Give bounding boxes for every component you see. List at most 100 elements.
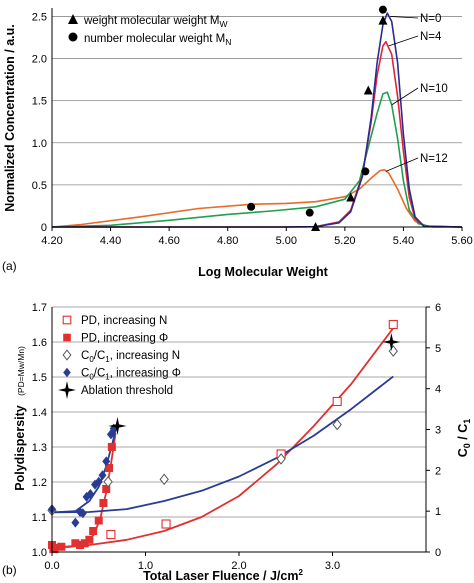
panel-b-data-point (105, 464, 114, 472)
panel-b-y2-tick-label: 2 (435, 465, 441, 477)
panel-b-axes (51, 306, 430, 556)
panel-a-legend-number-label: number molecular weight M (84, 33, 225, 45)
panel-b-legend-label: PD, increasing Φ (81, 333, 168, 345)
panel-a-legend-item-weight: weight molecular weight MW (68, 14, 228, 29)
panel-b-data-point (161, 519, 171, 529)
panel-a-legend-weight-subscript: W (220, 19, 228, 29)
panel-a-tick-labels: 0 0.5 1.0 1.5 2.0 2.5 4.20 4.40 4.60 4.80 5.00 5.20… (32, 11, 473, 247)
panel-a-x-tick-label: 5.40 (393, 235, 414, 247)
panel-b-y-tick-label: 1.7 (32, 302, 47, 314)
ablation-threshold-star-icon (108, 417, 127, 435)
panel-b-data-point (80, 539, 89, 548)
panel-b-y-axis-title: Polydispersity (PD=Mw/Mn) (13, 346, 27, 491)
panel-b-data-point (102, 456, 111, 467)
panel-a-weight-mw-marker (346, 192, 356, 202)
panel-a-axes (51, 8, 463, 231)
panel-b-data-point (332, 418, 342, 431)
panel-b-data-point (106, 529, 116, 540)
panel-b-data-point (89, 527, 98, 535)
panel-b-data-point (85, 535, 94, 544)
panel-a-x-tick-label: 5.20 (334, 235, 355, 247)
panel-b-data-point (76, 541, 85, 549)
panel-a-y-tick-label: 0.5 (32, 180, 47, 192)
panel-b-y2-tick-label: 4 (435, 384, 441, 396)
panel-b-y2-axis-title: C0 / C1 (456, 419, 472, 458)
panel-b-y-axis-title-formula: (PD=Mw/Mn) (16, 346, 26, 396)
open-square-icon (62, 315, 72, 325)
panel-a-series-lines (51, 12, 463, 228)
panel-b-x-tick-label: 3.0 (325, 560, 340, 572)
panel-a-series-line-n0 (52, 12, 463, 228)
panel-b-data-point (276, 453, 286, 465)
panel-b-x-tick-label: 0.0 (44, 560, 59, 572)
panel-a-number-mw-marker (305, 208, 314, 217)
panel-a-x-tick-label: 4.20 (41, 235, 62, 247)
panel-b-x-tick-label: 1.0 (138, 560, 153, 572)
panel-a-line-label: N=0 (420, 13, 441, 25)
panel-a-leader-line (388, 35, 419, 47)
panel-a-x-tick-label: 4.80 (217, 235, 238, 247)
panel-a-number-mw-marker (378, 5, 387, 14)
filled-square-icon (63, 333, 71, 342)
panel-b-legend-item: PD, increasing N (62, 315, 167, 327)
panel-a-label: (a) (2, 259, 17, 273)
panel-b-y2-tick-label: 6 (435, 302, 441, 314)
panel-b-data-point (71, 539, 80, 548)
circle-marker-icon (68, 32, 78, 42)
panel-b-x-axis-title-superscript: 2 (298, 568, 303, 577)
panel-a: 0 0.5 1.0 1.5 2.0 2.5 4.20 4.40 4.60 4.80 5.00 5.20… (2, 5, 473, 279)
open-diamond-icon (62, 349, 72, 361)
panel-a-x-tick-label: 4.40 (100, 235, 121, 247)
panel-a-leader-line (390, 16, 419, 19)
panel-a-y-tick-label: 2.0 (32, 54, 47, 66)
panel-b-data-point (99, 499, 108, 507)
panel-b-y2-tick-label: 5 (435, 343, 441, 355)
panel-b-fit-curve (51, 375, 394, 514)
panel-b-x-axis-title: Total Laser Fluence / J/cm2 (143, 568, 303, 583)
panel-a-y-tick-label: 0 (41, 222, 47, 234)
panel-a-line-label: N=4 (420, 31, 442, 43)
panel-b-legend-item: C0/C1, increasing N (62, 349, 180, 364)
panel-a-x-tick-label: 5.60 (451, 235, 472, 247)
panel-a-line-labels: N=0 N=4 N=10 N=12 (385, 13, 448, 172)
panel-b-y-tick-label: 1.3 (32, 442, 47, 454)
panel-b-data-point (103, 475, 113, 488)
panel-b-data-point (388, 319, 398, 330)
panel-b-legend-item: C0/C1, increasing Φ (63, 368, 181, 382)
panel-b-legend-item: Ablation threshold (58, 381, 173, 399)
panel-b-y2-tick-label: 1 (435, 506, 441, 518)
panel-b-legend-label: Ablation threshold (81, 385, 173, 397)
panel-a-number-mw-marker (247, 202, 256, 211)
panel-a-series-line-n10 (51, 91, 462, 228)
panel-b-data-point (86, 489, 95, 500)
panel-b-data-point (71, 517, 80, 528)
panel-b-data-point (332, 396, 342, 407)
triangle-marker-icon (68, 14, 78, 24)
panel-a-x-tick-label: 5.00 (276, 235, 297, 247)
panel-b-y-tick-label: 1.2 (32, 477, 47, 489)
panel-a-legend: weight molecular weight MW number molecu… (68, 14, 231, 47)
panel-a-y-tick-label: 1.0 (32, 138, 47, 150)
panel-b-fit-curve (51, 327, 395, 549)
panel-b-y-axis-title-main: Polydispersity (13, 405, 27, 490)
panel-a-line-label: N=12 (420, 153, 448, 165)
svg-text:weight molecular weight MW: weight molecular weight MW (83, 15, 228, 29)
panel-a-y-tick-label: 2.5 (32, 11, 47, 23)
panel-a-weight-mw-marker (363, 85, 373, 95)
panel-b-data-point (78, 508, 87, 519)
panel-a-gridlines (52, 16, 462, 186)
panel-b-legend-item: PD, increasing Φ (63, 333, 168, 345)
panel-b-data-point (107, 443, 116, 451)
panel-b-y-tick-label: 1.0 (32, 547, 47, 559)
panel-b-legend-label: PD, increasing N (81, 315, 167, 327)
panel-a-x-axis-title: Log Molecular Weight (198, 265, 328, 279)
panel-a-line-label: N=10 (420, 83, 448, 95)
panel-b-data-point (94, 476, 103, 487)
panel-b-data-point (388, 345, 398, 357)
panel-a-series-line-n4 (52, 40, 463, 228)
panel-b-y2-tick-label: 0 (435, 547, 441, 559)
panel-b-y-tick-label: 1.6 (32, 337, 47, 349)
